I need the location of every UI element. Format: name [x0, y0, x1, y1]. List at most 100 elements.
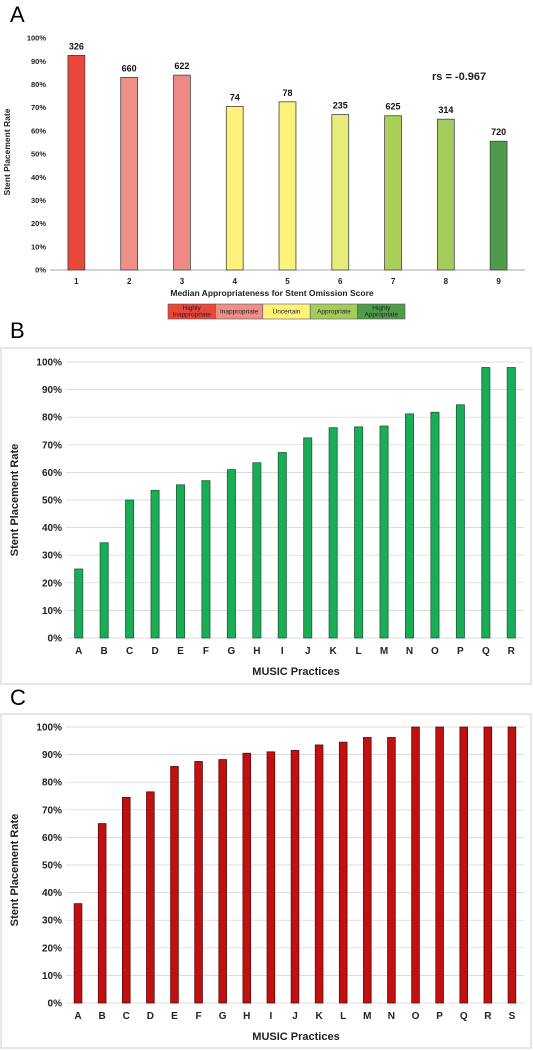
x-tick-label: C — [126, 646, 133, 657]
bar — [483, 726, 493, 1004]
bar — [125, 499, 135, 639]
y-tick-label: 0% — [35, 266, 46, 275]
bar — [170, 766, 179, 1004]
bar — [218, 759, 227, 1004]
x-tick-label: J — [292, 1011, 298, 1022]
x-tick-label: A — [75, 646, 82, 657]
legend-label-line: Highly — [372, 305, 391, 312]
x-tick-label: F — [196, 1011, 202, 1022]
y-tick-label: 40% — [42, 523, 62, 534]
y-tick-label: 0% — [48, 999, 63, 1010]
x-tick-label: E — [171, 1011, 178, 1022]
y-tick-label: 50% — [42, 496, 62, 507]
bar — [455, 404, 465, 639]
bar — [459, 726, 468, 1004]
bar — [363, 737, 372, 1004]
bar-value-label: 625 — [386, 102, 401, 112]
y-tick-label: 90% — [31, 57, 46, 66]
y-tick-label: 60% — [42, 833, 62, 844]
panel-c-bars — [73, 726, 517, 1004]
bar-value-label: 78 — [282, 88, 292, 98]
bar — [436, 118, 455, 271]
bar — [67, 55, 86, 271]
bar — [173, 74, 191, 271]
y-tick-label: 100% — [36, 723, 62, 734]
x-tick-label: P — [436, 1011, 443, 1022]
y-tick-label: 40% — [42, 888, 62, 899]
panel-b-frame — [0, 347, 532, 685]
bar — [194, 761, 203, 1004]
x-tick-label: E — [177, 646, 184, 657]
panel-c: C 0% 10% 20% 30% 40% 50% 60% 70% 80% 90% 100% A B C D… — [0, 685, 532, 1049]
bar — [73, 903, 83, 1004]
y-tick-label: 20% — [31, 219, 46, 228]
legend-label: Uncertain — [273, 309, 301, 316]
bar-value-label: 326 — [69, 41, 84, 51]
x-tick-label: O — [431, 646, 439, 657]
bar — [314, 744, 324, 1004]
x-tick-label: D — [151, 646, 158, 657]
x-tick-label: J — [305, 646, 311, 657]
bar — [481, 367, 491, 639]
y-tick-label: 100% — [27, 34, 47, 43]
x-tick-label: G — [227, 646, 235, 657]
panel-c-y-axis-title: Stent Placement Rate — [9, 814, 21, 926]
panel-b: B 0% 10% 20% 30% 40% 50% 60% 70% 80% 90% 100% A B C D… — [0, 318, 532, 685]
x-tick-label: 8 — [444, 277, 449, 286]
legend-label: Inappropriate — [220, 309, 259, 316]
y-tick-label: 50% — [31, 150, 46, 159]
x-tick-label: 4 — [232, 277, 237, 286]
x-tick-label: 9 — [496, 277, 501, 286]
x-tick-label: 1 — [74, 277, 79, 286]
legend-label-line: Highly — [183, 305, 202, 312]
x-tick-label: 3 — [180, 277, 185, 286]
panel-a-x-ticks: 1 2 3 4 5 6 7 8 9 — [74, 277, 501, 286]
y-tick-label: 100% — [36, 358, 62, 369]
x-tick-label: M — [380, 646, 388, 657]
panel-c-y-ticks: 0% 10% 20% 30% 40% 50% 60% 70% 80% 90% 100% — [36, 723, 62, 1010]
x-tick-label: R — [484, 1011, 492, 1022]
x-tick-label: 2 — [127, 277, 132, 286]
y-tick-label: 70% — [31, 103, 46, 112]
bar — [122, 796, 131, 1004]
bar — [290, 750, 300, 1004]
bar — [242, 752, 252, 1004]
x-tick-label: C — [123, 1011, 130, 1022]
bar — [303, 437, 313, 639]
bar — [176, 484, 185, 639]
bar — [278, 101, 297, 271]
x-tick-label: L — [340, 1011, 346, 1022]
x-tick-label: O — [412, 1011, 420, 1022]
x-tick-label: P — [457, 646, 464, 657]
x-tick-label: 6 — [338, 277, 343, 286]
y-tick-label: 90% — [42, 750, 62, 761]
bar-value-label: 314 — [438, 105, 453, 115]
bar-value-label: 720 — [491, 127, 506, 137]
bar — [99, 542, 109, 639]
bar — [266, 751, 276, 1004]
x-tick-label: Q — [460, 1011, 468, 1022]
panel-a-bar-labels: 326 660 622 74 78 235 625 314 720 — [69, 41, 506, 137]
y-tick-label: 60% — [42, 468, 62, 479]
bar — [97, 823, 107, 1004]
bar — [328, 427, 338, 639]
bar — [405, 413, 414, 639]
x-tick-label: R — [508, 646, 516, 657]
bar — [338, 741, 348, 1004]
panel-c-frame — [0, 713, 532, 1049]
panel-a: A 0%10%20%30%40%50%60%70%80%90%100% 3266… — [2, 2, 525, 320]
y-tick-label: 10% — [42, 606, 62, 617]
panel-c-label: C — [10, 685, 26, 710]
y-tick-label: 80% — [42, 778, 62, 789]
x-tick-label: M — [363, 1011, 371, 1022]
y-tick-label: 70% — [42, 440, 62, 451]
panel-b-y-axis-title: Stent Placement Rate — [9, 444, 21, 556]
y-tick-label: 10% — [42, 971, 62, 982]
bar — [506, 367, 516, 639]
x-tick-label: B — [101, 646, 108, 657]
bar — [354, 426, 364, 639]
bar — [146, 791, 155, 1004]
x-tick-label: B — [99, 1011, 106, 1022]
panel-a-x-axis-title: Median Appropriateness for Stent Omissio… — [170, 288, 374, 298]
bar — [489, 140, 508, 271]
